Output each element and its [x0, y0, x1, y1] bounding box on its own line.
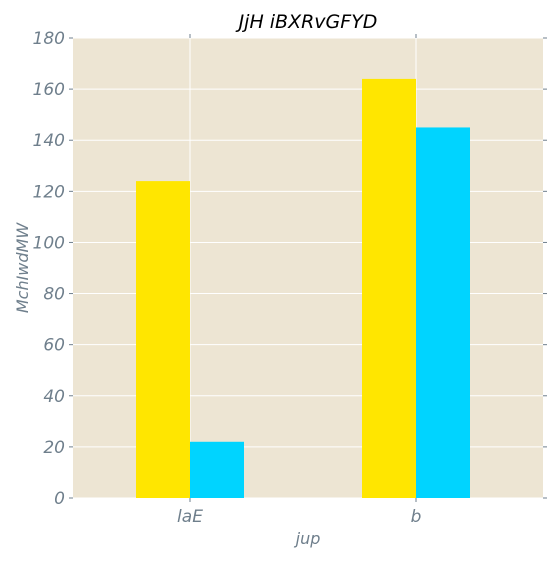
chart-title: JjH iBXRvGFYD: [235, 11, 378, 33]
bar-b-series-2: [416, 127, 470, 498]
y-axis-label: MchIwdMW: [13, 222, 32, 314]
y-tick-label: 160: [33, 80, 65, 100]
bar-b-series-1: [362, 78, 416, 498]
y-tick-label: 120: [33, 182, 65, 202]
bar-laE-series-1: [136, 181, 190, 498]
x-axis-label: jup: [294, 529, 321, 548]
bar-laE-series-2: [190, 441, 244, 498]
bars: [136, 78, 470, 498]
y-tick-label: 140: [33, 131, 65, 151]
axes: 0 20 40 60 80 100 120 140 160 180 laE b: [33, 29, 547, 527]
y-tick-label: 40: [43, 387, 65, 407]
y-tick-label: 100: [33, 233, 65, 253]
x-tick-label: b: [411, 507, 422, 527]
y-tick-label: 0: [54, 489, 65, 509]
y-tick-label: 80: [43, 285, 65, 305]
y-tick-label: 20: [43, 438, 65, 458]
y-tick-label: 60: [43, 336, 65, 356]
y-tick-label: 180: [33, 29, 65, 49]
x-tick-label: laE: [177, 507, 203, 527]
